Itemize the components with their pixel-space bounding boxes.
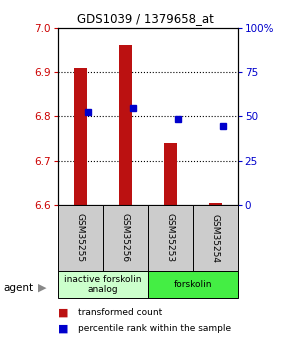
- Text: agent: agent: [3, 283, 33, 293]
- Text: ■: ■: [58, 307, 68, 317]
- Text: ▶: ▶: [38, 283, 46, 293]
- Text: GSM35254: GSM35254: [211, 214, 220, 263]
- Bar: [58, 205, 103, 271]
- Bar: [58, 271, 148, 298]
- Text: inactive forskolin
analog: inactive forskolin analog: [64, 275, 142, 294]
- Bar: [74, 68, 87, 205]
- Bar: [209, 203, 222, 205]
- Bar: [193, 205, 238, 271]
- Text: ■: ■: [58, 324, 68, 334]
- Text: forskolin: forskolin: [174, 280, 212, 289]
- Bar: [119, 46, 132, 205]
- Bar: [148, 271, 238, 298]
- Bar: [164, 143, 177, 205]
- Text: GSM35256: GSM35256: [121, 214, 130, 263]
- Bar: [103, 205, 148, 271]
- Text: GDS1039 / 1379658_at: GDS1039 / 1379658_at: [77, 12, 213, 25]
- Bar: [148, 205, 193, 271]
- Text: percentile rank within the sample: percentile rank within the sample: [78, 324, 231, 333]
- Text: transformed count: transformed count: [78, 308, 163, 317]
- Text: GSM35255: GSM35255: [76, 214, 85, 263]
- Text: GSM35253: GSM35253: [166, 214, 175, 263]
